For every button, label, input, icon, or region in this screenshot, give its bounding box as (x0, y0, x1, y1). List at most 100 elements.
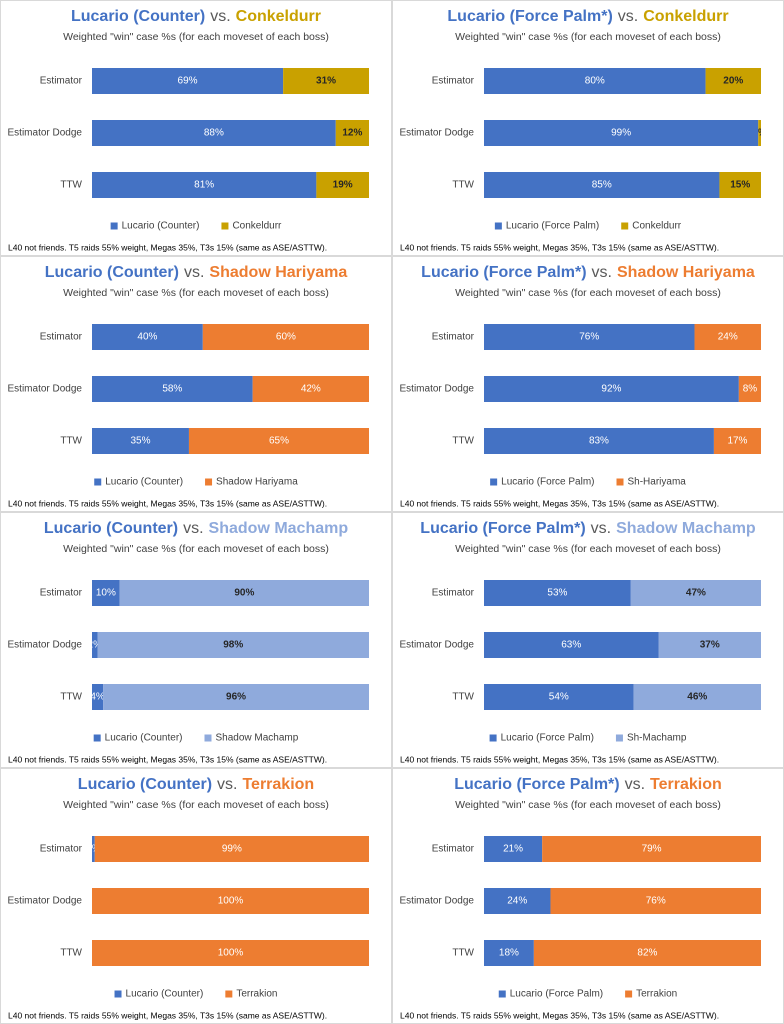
bar-segment (484, 836, 543, 862)
footnote: L40 not friends. T5 raids 55% weight, Me… (400, 754, 719, 764)
title-part: Terrakion (650, 776, 722, 793)
value-label: 99% (222, 844, 242, 855)
chart-title: Lucario (Force Palm*) vs. Conkeldurr (447, 8, 728, 25)
footnote: L40 not friends. T5 raids 55% weight, Me… (8, 754, 327, 764)
footnote: L40 not friends. T5 raids 55% weight, Me… (8, 242, 327, 252)
chart-subtitle: Weighted "win" case %s (for each moveset… (455, 31, 721, 43)
title-part: Conkeldurr (643, 8, 728, 25)
legend-swatch (114, 990, 122, 998)
legend-swatch (621, 222, 629, 230)
value-label: 60% (276, 332, 296, 343)
value-label: 40% (137, 332, 157, 343)
legend-swatch (494, 222, 502, 230)
footnote: L40 not friends. T5 raids 55% weight, Me… (8, 1010, 327, 1020)
value-label: 19% (333, 180, 353, 191)
chart-panel: Lucario (Force Palm*) vs. Shadow Machamp We… (392, 512, 784, 768)
title-part: Lucario (Force Palm*) (421, 264, 586, 281)
legend-swatch (93, 734, 101, 742)
category-label: Estimator (40, 76, 83, 87)
bar-segment (533, 940, 761, 966)
footnote: L40 not friends. T5 raids 55% weight, Me… (400, 1010, 719, 1020)
chart-panel: Lucario (Force Palm*) vs. Shadow Hariyama W… (392, 256, 784, 512)
chart-subtitle: Weighted "win" case %s (for each moveset… (455, 287, 721, 299)
legend-label: Lucario (Counter) (105, 477, 183, 488)
value-label: 81% (194, 180, 214, 191)
title-part: Shadow Machamp (616, 520, 756, 537)
category-label: Estimator (432, 588, 475, 599)
value-label: 12% (342, 128, 362, 139)
chart-subtitle: Weighted "win" case %s (for each moveset… (455, 799, 721, 811)
title-part: Lucario (Counter) (44, 520, 178, 537)
bar-segment (484, 120, 759, 146)
value-label: 54% (549, 692, 569, 703)
title-part: vs. (217, 776, 237, 793)
value-label: 18% (499, 948, 519, 959)
title-part: Lucario (Force Palm*) (420, 520, 585, 537)
bar-segment (713, 428, 761, 454)
bar-segment (252, 376, 369, 402)
value-label: 100% (218, 948, 244, 959)
category-label: TTW (60, 180, 82, 191)
value-label: 76% (579, 332, 599, 343)
category-label: Estimator Dodge (400, 128, 475, 139)
category-label: Estimator (40, 332, 83, 343)
bar-segment (92, 324, 203, 350)
value-label: 79% (642, 844, 662, 855)
legend-swatch (204, 734, 212, 742)
value-label: 4% (90, 692, 105, 703)
value-label: 1% (752, 128, 767, 139)
value-label: 88% (204, 128, 224, 139)
title-part: Shadow Machamp (209, 520, 349, 537)
title-part: vs. (183, 520, 203, 537)
legend-swatch (498, 990, 506, 998)
chart-subtitle: Weighted "win" case %s (for each moveset… (63, 287, 329, 299)
legend-swatch (221, 222, 229, 230)
legend-label: Lucario (Counter) (105, 733, 183, 744)
value-label: 47% (686, 588, 706, 599)
value-label: 31% (316, 76, 336, 87)
bar-segment (738, 376, 761, 402)
category-label: Estimator (40, 588, 83, 599)
value-label: 1% (86, 844, 101, 855)
bar-segment (705, 68, 761, 94)
value-label: 63% (561, 640, 581, 651)
bar-segment (92, 940, 369, 966)
value-label: 35% (130, 436, 150, 447)
value-label: 53% (547, 588, 567, 599)
legend-label: Shadow Hariyama (216, 477, 298, 488)
bar-segment (202, 324, 369, 350)
legend-label: Lucario (Counter) (126, 989, 204, 1000)
bar-segment (484, 580, 631, 606)
title-part: Shadow Hariyama (209, 264, 347, 281)
chart-panel: Lucario (Force Palm*) vs. Conkeldurr Weight… (392, 0, 784, 256)
bar-segment (484, 68, 706, 94)
value-label: 99% (611, 128, 631, 139)
value-label: 15% (730, 180, 750, 191)
chart-subtitle: Weighted "win" case %s (for each moveset… (63, 543, 329, 555)
value-label: 37% (700, 640, 720, 651)
chart-panel: Lucario (Force Palm*) vs. Terrakion Weighte… (392, 768, 784, 1024)
bar-segment (92, 836, 95, 862)
value-label: 42% (301, 384, 321, 395)
bar-segment (484, 684, 634, 710)
title-part: vs. (592, 264, 612, 281)
legend-label: Sh-Machamp (627, 733, 687, 744)
legend-swatch (490, 478, 498, 486)
bar-segment (92, 684, 104, 710)
bar-segment (92, 888, 369, 914)
title-part: Lucario (Counter) (45, 264, 179, 281)
legend-swatch (489, 734, 497, 742)
category-label: Estimator (432, 844, 475, 855)
value-label: 85% (592, 180, 612, 191)
bar-segment (694, 324, 761, 350)
category-label: TTW (452, 180, 474, 191)
title-part: Shadow Hariyama (617, 264, 755, 281)
bar-segment (92, 580, 120, 606)
value-label: 76% (646, 896, 666, 907)
bar-segment (484, 172, 720, 198)
title-part: Lucario (Force Palm*) (447, 8, 612, 25)
title-part: Lucario (Counter) (78, 776, 212, 793)
chart-title: Lucario (Force Palm*) vs. Shadow Hariyama (421, 264, 755, 281)
bar-segment (335, 120, 369, 146)
title-part: Terrakion (242, 776, 314, 793)
